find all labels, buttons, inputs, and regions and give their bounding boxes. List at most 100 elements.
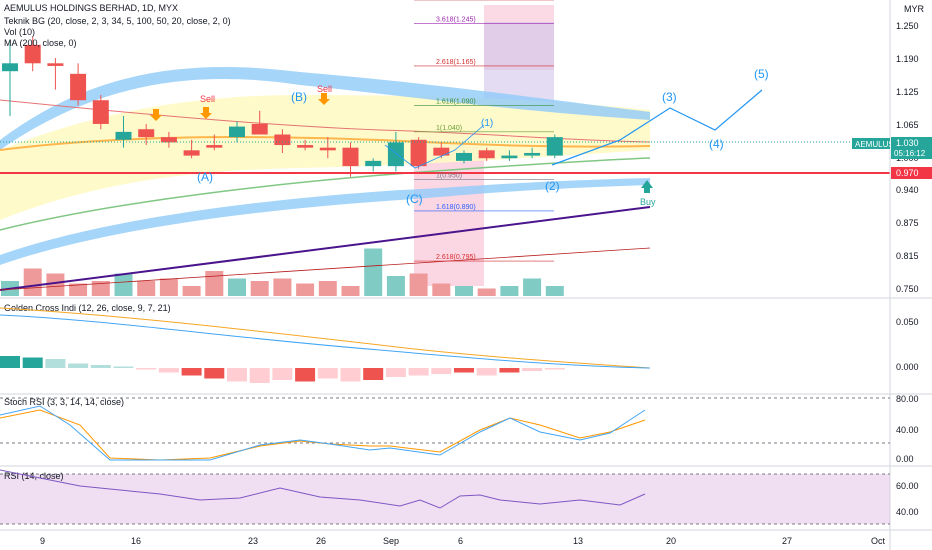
time-tick: 26 [316, 536, 326, 546]
symbol-title: AEMULUS HOLDINGS BERHAD, 1D, MYX [4, 3, 178, 13]
time-tick: 23 [248, 536, 258, 546]
gc-bar [476, 368, 497, 376]
golden-cross-title[interactable]: Golden Cross Indi (12, 26, close, 9, 7, … [4, 303, 171, 313]
candle-body [92, 100, 109, 124]
gc-bar [113, 366, 134, 368]
candle-body [365, 160, 382, 167]
current-price-tag[interactable]: AEMULUS 1.030 05:16:12 [852, 137, 932, 159]
fib-labels: 4.236(1.290)3.618(1.245)2.618(1.165)1.61… [414, 0, 554, 262]
candle-body [274, 134, 291, 146]
wave-label-2: (2) [545, 179, 560, 193]
gc-bar [68, 363, 89, 368]
gc-bar [522, 368, 543, 371]
volume-bar [273, 278, 292, 296]
candle-body [160, 137, 177, 143]
fib-label: 1(0.950) [436, 172, 462, 179]
volume-bar [341, 286, 360, 296]
volume-bar [455, 286, 473, 296]
volume-bar [159, 278, 178, 296]
price-tick: 0.815 [896, 251, 919, 261]
gc-bar [22, 357, 43, 368]
gc-bar [158, 368, 179, 373]
candle-body [24, 44, 41, 64]
sell-arrow-3-icon [150, 109, 162, 121]
candlesticks [2, 36, 563, 177]
indicator-teknik-bg[interactable]: Teknik BG (20, close, 2, 3, 34, 5, 100, … [4, 16, 231, 26]
gc-bar [385, 368, 406, 377]
candle-body [206, 145, 223, 148]
time-tick: 16 [131, 536, 141, 546]
price-tag-symbol: AEMULUS [855, 140, 894, 149]
price-tick: 0.875 [896, 218, 919, 228]
time-axis[interactable]: 9 16 23 26 Sep 6 13 20 27 Oct [40, 536, 886, 546]
fib-label: 1.618(1.090) [436, 98, 476, 105]
gc-bar [136, 368, 157, 370]
gc-bar [272, 368, 293, 380]
price-tick: 1.125 [896, 87, 919, 97]
volume-bar [432, 283, 451, 296]
candle-body [70, 73, 87, 101]
rsi-tick: 40.00 [896, 507, 919, 517]
price-tick: 1.190 [896, 54, 919, 64]
buy-arrow-icon [641, 180, 653, 193]
candle-body [229, 126, 245, 138]
candle-body [115, 131, 132, 140]
volume-bar [523, 278, 542, 296]
volume-bar [364, 248, 383, 296]
gc-bar [499, 368, 520, 373]
volume-bar [137, 281, 156, 296]
trend-line-red [0, 247, 651, 291]
volume-bar [409, 273, 428, 296]
rsi-tick: 60.00 [896, 481, 919, 491]
gc-bar [204, 368, 225, 379]
level-tag-value: 0.970 [896, 168, 919, 178]
gc-bar [227, 368, 247, 382]
gc-bar [0, 356, 20, 368]
fib-label: 2.618(1.165) [436, 59, 476, 66]
gc-bar [454, 368, 474, 373]
price-tick: 0.750 [896, 284, 919, 294]
candle-body [546, 137, 563, 156]
inner-band-fill [0, 95, 650, 220]
time-tick: 27 [782, 536, 792, 546]
stoch-rsi-title[interactable]: Stoch RSI (3, 3, 14, 14, close) [4, 397, 124, 407]
stoch-d-line [0, 409, 646, 461]
fib-zone-upper-purple [484, 22, 554, 102]
candle-body [2, 63, 18, 72]
stoch-tick: 40.00 [896, 425, 919, 435]
gc-bar [45, 359, 66, 368]
level-price-tag[interactable]: 0.970 [891, 167, 932, 179]
volume-bar [477, 288, 496, 296]
time-tick: Oct [871, 536, 886, 546]
candle-body [433, 147, 450, 156]
indicator-ma200[interactable]: MA (200, close, 0) [4, 38, 77, 48]
volume-bars [1, 248, 564, 296]
upper-band [0, 67, 650, 150]
candle-body [524, 152, 541, 156]
gc-bar [340, 368, 361, 382]
sell-signal-1: Sell [200, 94, 215, 104]
volume-bar [46, 273, 65, 296]
gc-bar [181, 368, 202, 376]
stoch-tick: 0.00 [896, 454, 914, 464]
volume-bar [91, 281, 110, 296]
price-tick: 0.940 [896, 185, 919, 195]
price-tag-countdown: 05:16:12 [894, 149, 926, 158]
wave-label-5: (5) [754, 67, 769, 81]
price-tick: 1.065 [896, 120, 919, 130]
rsi-line [0, 469, 646, 509]
currency-label: MYR [904, 4, 925, 14]
candle-body [342, 147, 359, 167]
sell-arrow-2-icon [318, 93, 330, 105]
time-tick: 20 [666, 536, 676, 546]
candle-body [183, 150, 200, 156]
wave-label-1: (1) [481, 118, 493, 129]
gc-bar [249, 368, 270, 383]
candle-body [456, 152, 472, 161]
rsi-title[interactable]: RSI (14, close) [4, 471, 64, 481]
fib-label: 1.618(0.890) [436, 204, 476, 211]
indicator-volume[interactable]: Vol (10) [4, 27, 35, 37]
candle-body [319, 147, 336, 151]
volume-bar [296, 283, 315, 296]
